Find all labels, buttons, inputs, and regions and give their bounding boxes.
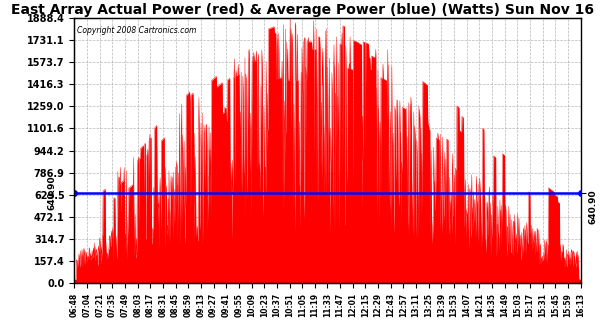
Text: 640.90: 640.90 [47, 176, 56, 211]
Text: Copyright 2008 Cartronics.com: Copyright 2008 Cartronics.com [77, 26, 196, 35]
Title: East Array Actual Power (red) & Average Power (blue) (Watts) Sun Nov 16 16:21: East Array Actual Power (red) & Average … [11, 3, 600, 17]
